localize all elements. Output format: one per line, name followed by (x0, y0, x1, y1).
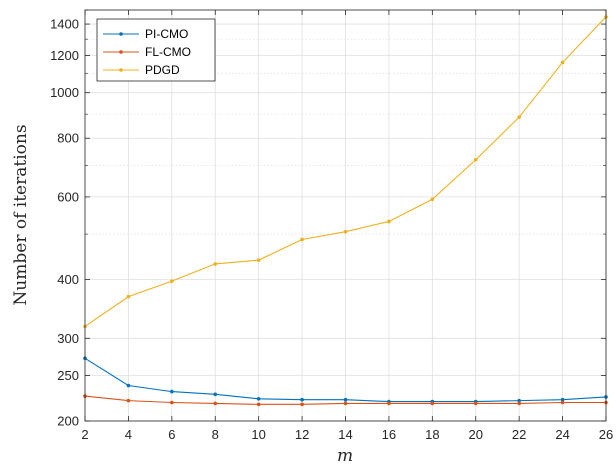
x-tick-label: 8 (212, 427, 219, 442)
y-tick-label: 200 (57, 414, 79, 429)
data-point (343, 401, 348, 406)
x-tick-label: 10 (251, 427, 265, 442)
data-point (213, 392, 218, 397)
legend-marker (119, 50, 123, 54)
data-point (170, 389, 174, 394)
y-tick-label: 1200 (50, 48, 79, 63)
legend-label: PI-CMO (145, 27, 188, 41)
data-point (256, 258, 261, 262)
y-tick-label: 300 (57, 331, 79, 346)
y-tick-label: 400 (57, 272, 79, 287)
legend-box (96, 18, 216, 82)
y-tick-label: 800 (57, 131, 79, 146)
data-point (473, 157, 478, 162)
data-point (126, 383, 131, 388)
data-point (517, 398, 521, 403)
data-point (430, 197, 435, 202)
data-point (560, 397, 565, 402)
y-tick-label: 250 (57, 368, 79, 383)
data-point (343, 397, 348, 402)
data-point (517, 401, 521, 406)
y-tick-label: 1000 (50, 85, 79, 100)
x-tick-label: 22 (512, 427, 526, 442)
x-tick-label: 24 (555, 427, 569, 442)
x-tick-label: 14 (338, 427, 352, 442)
y-tick-label: 1400 (50, 17, 79, 32)
data-point (560, 400, 565, 405)
data-point (256, 402, 261, 407)
data-point (560, 60, 565, 65)
x-tick-label: 16 (382, 427, 396, 442)
data-point (256, 396, 261, 401)
data-point (430, 401, 435, 406)
legend-label: FL-CMO (145, 45, 191, 59)
axis-ticks (84, 9, 607, 422)
data-point (300, 397, 304, 402)
legend-marker (119, 32, 123, 36)
y-tick-label: 600 (57, 189, 79, 204)
data-point (473, 401, 478, 406)
tick-labels: 2 4 6 8 10 12 14 16 18 20 22 24 26200250300400600800… (50, 17, 613, 442)
series-lines (83, 15, 608, 407)
data-point (170, 400, 174, 405)
x-tick-label: 26 (599, 427, 613, 442)
x-tick-label: 20 (469, 427, 483, 442)
legend-label: PDGD (145, 63, 180, 77)
data-point (300, 237, 304, 242)
data-point (343, 229, 348, 234)
y-axis-label: Number of iterations (11, 124, 31, 305)
data-point (126, 294, 131, 299)
x-tick-label: 6 (168, 427, 175, 442)
data-point (387, 219, 391, 224)
data-point (126, 398, 131, 403)
data-point (300, 402, 304, 407)
legend-marker (119, 68, 123, 72)
data-point (517, 115, 521, 119)
x-tick-label: 18 (425, 427, 439, 442)
x-tick-label: 4 (125, 427, 132, 442)
x-tick-label: 2 (81, 427, 88, 442)
data-point (213, 401, 218, 406)
legend: PI-CMO FL-CMO PDGD (96, 18, 216, 82)
data-point (213, 262, 218, 266)
x-tick-label: 12 (295, 427, 309, 442)
x-axis-label: m (337, 446, 353, 466)
data-point (170, 279, 174, 283)
data-point (387, 401, 391, 406)
